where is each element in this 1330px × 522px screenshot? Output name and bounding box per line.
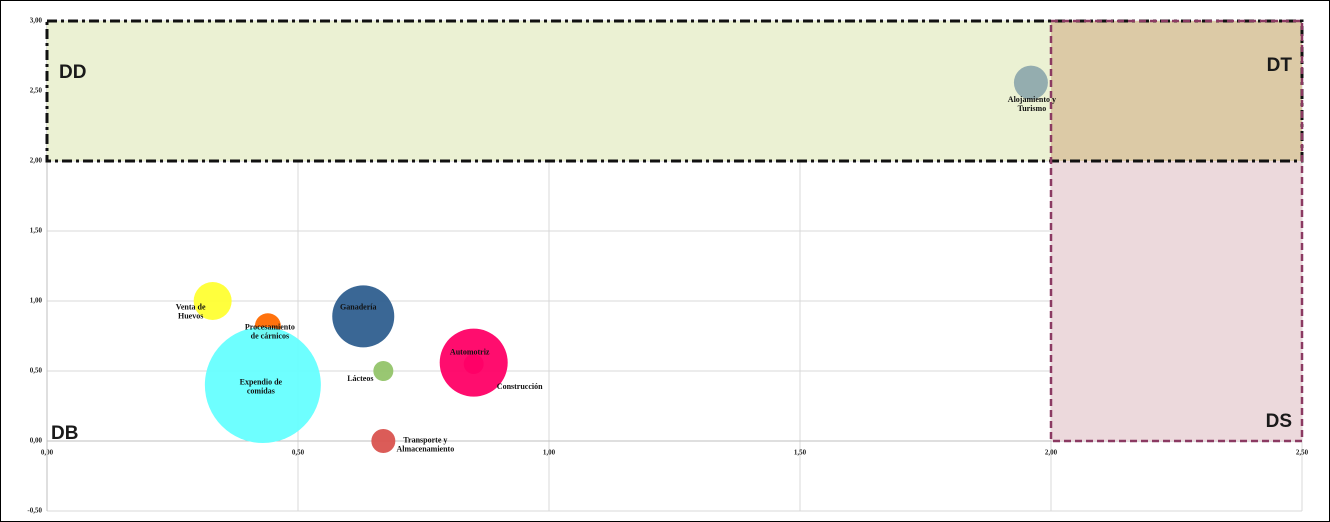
- bubble: [204, 327, 321, 443]
- region: [1051, 21, 1302, 161]
- bubble-label-line: Automotriz: [450, 348, 490, 357]
- region-border: [1049, 19, 1304, 443]
- bubble-label: Ganadería: [340, 302, 376, 311]
- bubble-label-line: de cárnicos: [251, 332, 289, 341]
- bubble-label: Expendio de comidas: [240, 378, 283, 396]
- region-label: DD: [59, 62, 86, 83]
- bubble-label-line: Construcción: [497, 382, 543, 391]
- bubble-label: Procesamiento de cárnicos: [245, 323, 295, 341]
- bubble: [439, 328, 508, 397]
- bubble-label: Transporte y Almacenamiento: [396, 436, 454, 454]
- bubble-label: Venta de Huevos: [176, 303, 206, 321]
- bubble-label-line: Alojamiento y: [1008, 95, 1056, 104]
- x-tick-label: 0,50: [292, 449, 305, 457]
- bubble-label-line: Huevos: [178, 312, 203, 321]
- bubble-label-line: Venta de: [176, 303, 206, 312]
- y-tick-label: 0,00: [30, 437, 43, 445]
- region-label: DT: [1267, 55, 1293, 76]
- bubble-label-line: Almacenamiento: [396, 445, 454, 454]
- x-tick-label: 2,00: [1045, 449, 1058, 457]
- y-tick-label: 0,50: [30, 367, 43, 375]
- bubble-label: Alojamiento y Turismo: [1008, 95, 1056, 113]
- bubble-label: Automotriz: [450, 348, 490, 357]
- x-tick-label: 2,50: [1296, 449, 1309, 457]
- bubble: [1013, 65, 1048, 100]
- bubble: [193, 282, 232, 320]
- y-tick-label: 3,00: [30, 17, 43, 25]
- bubble: [373, 361, 394, 381]
- y-tick-label: 1,00: [30, 297, 43, 305]
- bubble-label-line: comidas: [247, 387, 275, 396]
- y-tick-label: 2,50: [30, 87, 43, 95]
- bubble-label-line: Expendio de: [240, 378, 283, 387]
- x-tick-label: 1,50: [794, 449, 807, 457]
- y-tick-label: 1,50: [30, 227, 43, 235]
- bubble-label: Construcción: [497, 382, 543, 391]
- bubble-label-line: Ganadería: [340, 302, 376, 311]
- bubble: [371, 429, 396, 453]
- bubble: [332, 285, 395, 348]
- x-tick-label: 1,00: [543, 449, 556, 457]
- bubble-label: Lácteos: [347, 374, 373, 383]
- bubble-label-line: Transporte y: [403, 436, 447, 445]
- bubble-label-line: Turismo: [1018, 104, 1047, 113]
- region-label: DB: [51, 423, 78, 444]
- bubble-label-line: Procesamiento: [245, 323, 295, 332]
- region-label: DS: [1266, 411, 1292, 432]
- y-tick-label: 2,00: [30, 157, 43, 165]
- y-tick-label: -0,50: [27, 507, 42, 515]
- bubble-label-line: Lácteos: [347, 374, 373, 383]
